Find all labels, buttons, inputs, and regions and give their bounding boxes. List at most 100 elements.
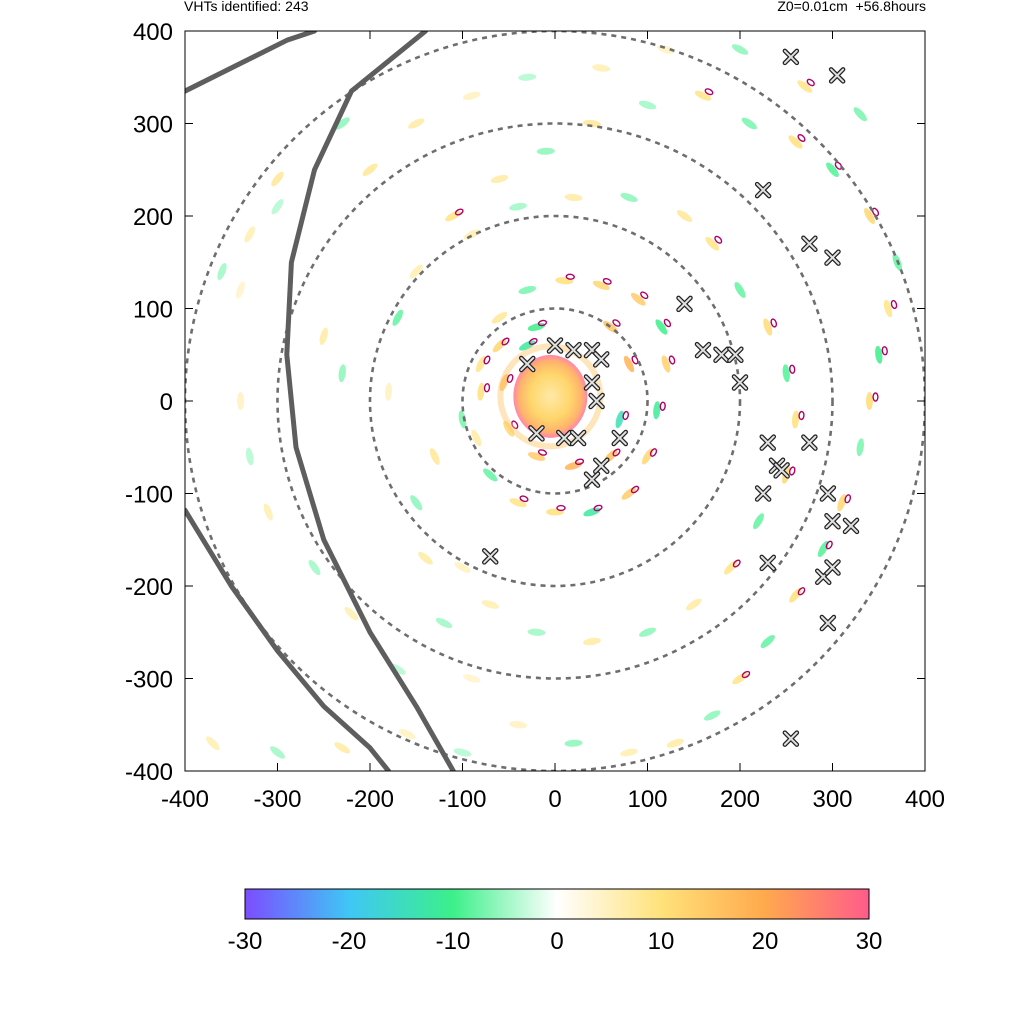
field-feature — [760, 634, 775, 649]
field-feature — [564, 461, 583, 470]
updraft-contour — [501, 337, 510, 346]
field-feature — [564, 739, 583, 747]
field-feature — [499, 373, 509, 392]
updraft-contour — [612, 319, 621, 327]
field-feature — [408, 118, 425, 129]
vht-count-label: VHTs identified: 243 — [184, 0, 309, 14]
updraft-contour — [834, 161, 843, 170]
field-feature — [638, 100, 657, 110]
updraft-contour — [556, 504, 566, 512]
field-feature — [791, 410, 800, 429]
field-feature — [782, 364, 790, 383]
updraft-contour — [806, 78, 815, 87]
field-feature — [454, 562, 471, 573]
field-feature — [271, 199, 284, 215]
field-feature — [653, 401, 661, 420]
updraft-contour — [798, 410, 805, 421]
axes: -400 -300 -200 -100 0 100 200 300 400 -400 -300 -20… — [125, 19, 945, 813]
updraft-contour — [788, 466, 796, 476]
y-tick-label: -100 — [125, 482, 173, 509]
field-feature — [334, 742, 351, 754]
field-feature — [686, 598, 702, 611]
vht-marker — [759, 554, 776, 572]
vht-markers — [482, 48, 860, 747]
field-feature — [564, 193, 583, 202]
field-feature — [527, 452, 546, 461]
field-feature — [509, 202, 527, 211]
field-feature — [481, 600, 499, 609]
updraft-contour — [844, 494, 852, 504]
field-feature — [518, 285, 537, 295]
field-feature — [694, 90, 712, 101]
field-feature — [384, 382, 393, 401]
range-ring — [368, 214, 742, 588]
field-feature — [319, 327, 328, 345]
x-tick-label: -100 — [438, 786, 486, 813]
field-feature — [463, 91, 481, 100]
vht-marker — [842, 517, 860, 535]
updraft-contour — [871, 207, 880, 217]
vht-marker — [828, 67, 846, 84]
y-tick-label: 300 — [133, 112, 173, 139]
field-feature — [853, 107, 867, 122]
vht-marker — [782, 48, 800, 66]
vht-marker — [519, 355, 536, 373]
field-feature — [418, 551, 433, 565]
field-feature — [592, 64, 611, 72]
updraft-contour — [789, 364, 796, 374]
track-2 — [284, 31, 456, 771]
vht-marker — [773, 462, 790, 479]
field-feature — [338, 364, 346, 383]
field-feature — [270, 746, 285, 759]
field-feature — [509, 721, 527, 729]
updraft-contour — [640, 291, 649, 300]
updraft-contour — [741, 670, 751, 679]
vht-marker — [759, 434, 776, 451]
updraft-contour — [714, 235, 723, 244]
field-feature — [477, 382, 485, 401]
updraft-contour — [519, 495, 529, 503]
field-feature — [639, 627, 656, 637]
updraft-contour — [612, 448, 621, 457]
field-feature — [788, 135, 803, 149]
field-feature — [519, 340, 536, 351]
vht-marker — [819, 485, 837, 502]
field-feature — [583, 119, 601, 128]
field-feature — [583, 637, 601, 646]
x-tick-label: 300 — [812, 786, 852, 813]
vht-marker — [754, 181, 772, 199]
track-3 — [185, 507, 391, 771]
vht-marker — [754, 485, 772, 502]
colorbar: -30 -20 -10 0 10 20 30 — [228, 888, 882, 955]
field-feature — [334, 117, 350, 130]
updraft-contour — [506, 373, 514, 384]
vht-marker — [593, 457, 610, 474]
vht-marker — [593, 351, 610, 368]
field-feature — [475, 355, 487, 373]
vht-marker — [713, 346, 730, 363]
field-feature — [621, 487, 637, 500]
vht-marker — [565, 341, 582, 359]
x-tick-label: -300 — [253, 786, 301, 813]
colorbar-tick-label: -30 — [228, 928, 263, 955]
field-feature — [509, 498, 527, 508]
x-tick-label: 0 — [548, 786, 561, 813]
field-feature — [392, 309, 403, 326]
updraft-contour — [537, 319, 548, 327]
updraft-contour — [825, 540, 833, 550]
vht-marker — [824, 559, 841, 576]
updraft-contour — [622, 410, 630, 421]
field-feature — [753, 513, 764, 530]
field-feature — [546, 508, 564, 516]
field-feature — [741, 117, 757, 130]
x-tick-label: -400 — [161, 786, 209, 813]
field-feature — [592, 280, 610, 291]
field-feature — [362, 163, 378, 177]
roughness-time-label: Z0=0.01cm +56.8hours — [777, 0, 926, 14]
field-feature — [344, 607, 359, 621]
field-feature — [875, 345, 883, 364]
colorbar-bar — [244, 888, 870, 920]
vht-marker — [694, 341, 712, 359]
field-feature — [620, 748, 638, 757]
